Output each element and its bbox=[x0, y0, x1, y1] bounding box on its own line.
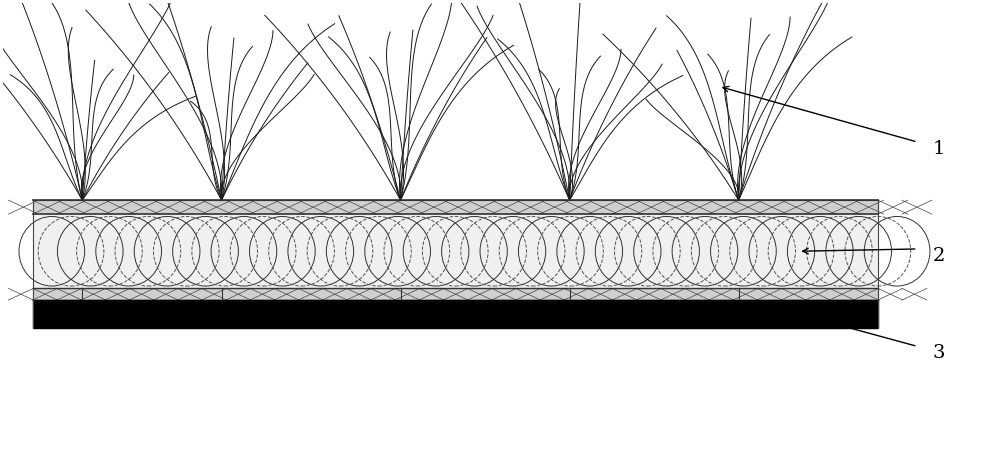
Bar bbox=[33, 200, 878, 214]
Bar bbox=[33, 289, 878, 300]
Text: 1: 1 bbox=[933, 140, 945, 158]
Text: 2: 2 bbox=[933, 247, 945, 265]
Text: 3: 3 bbox=[933, 345, 945, 362]
Bar bbox=[33, 214, 878, 289]
Bar bbox=[33, 300, 878, 328]
